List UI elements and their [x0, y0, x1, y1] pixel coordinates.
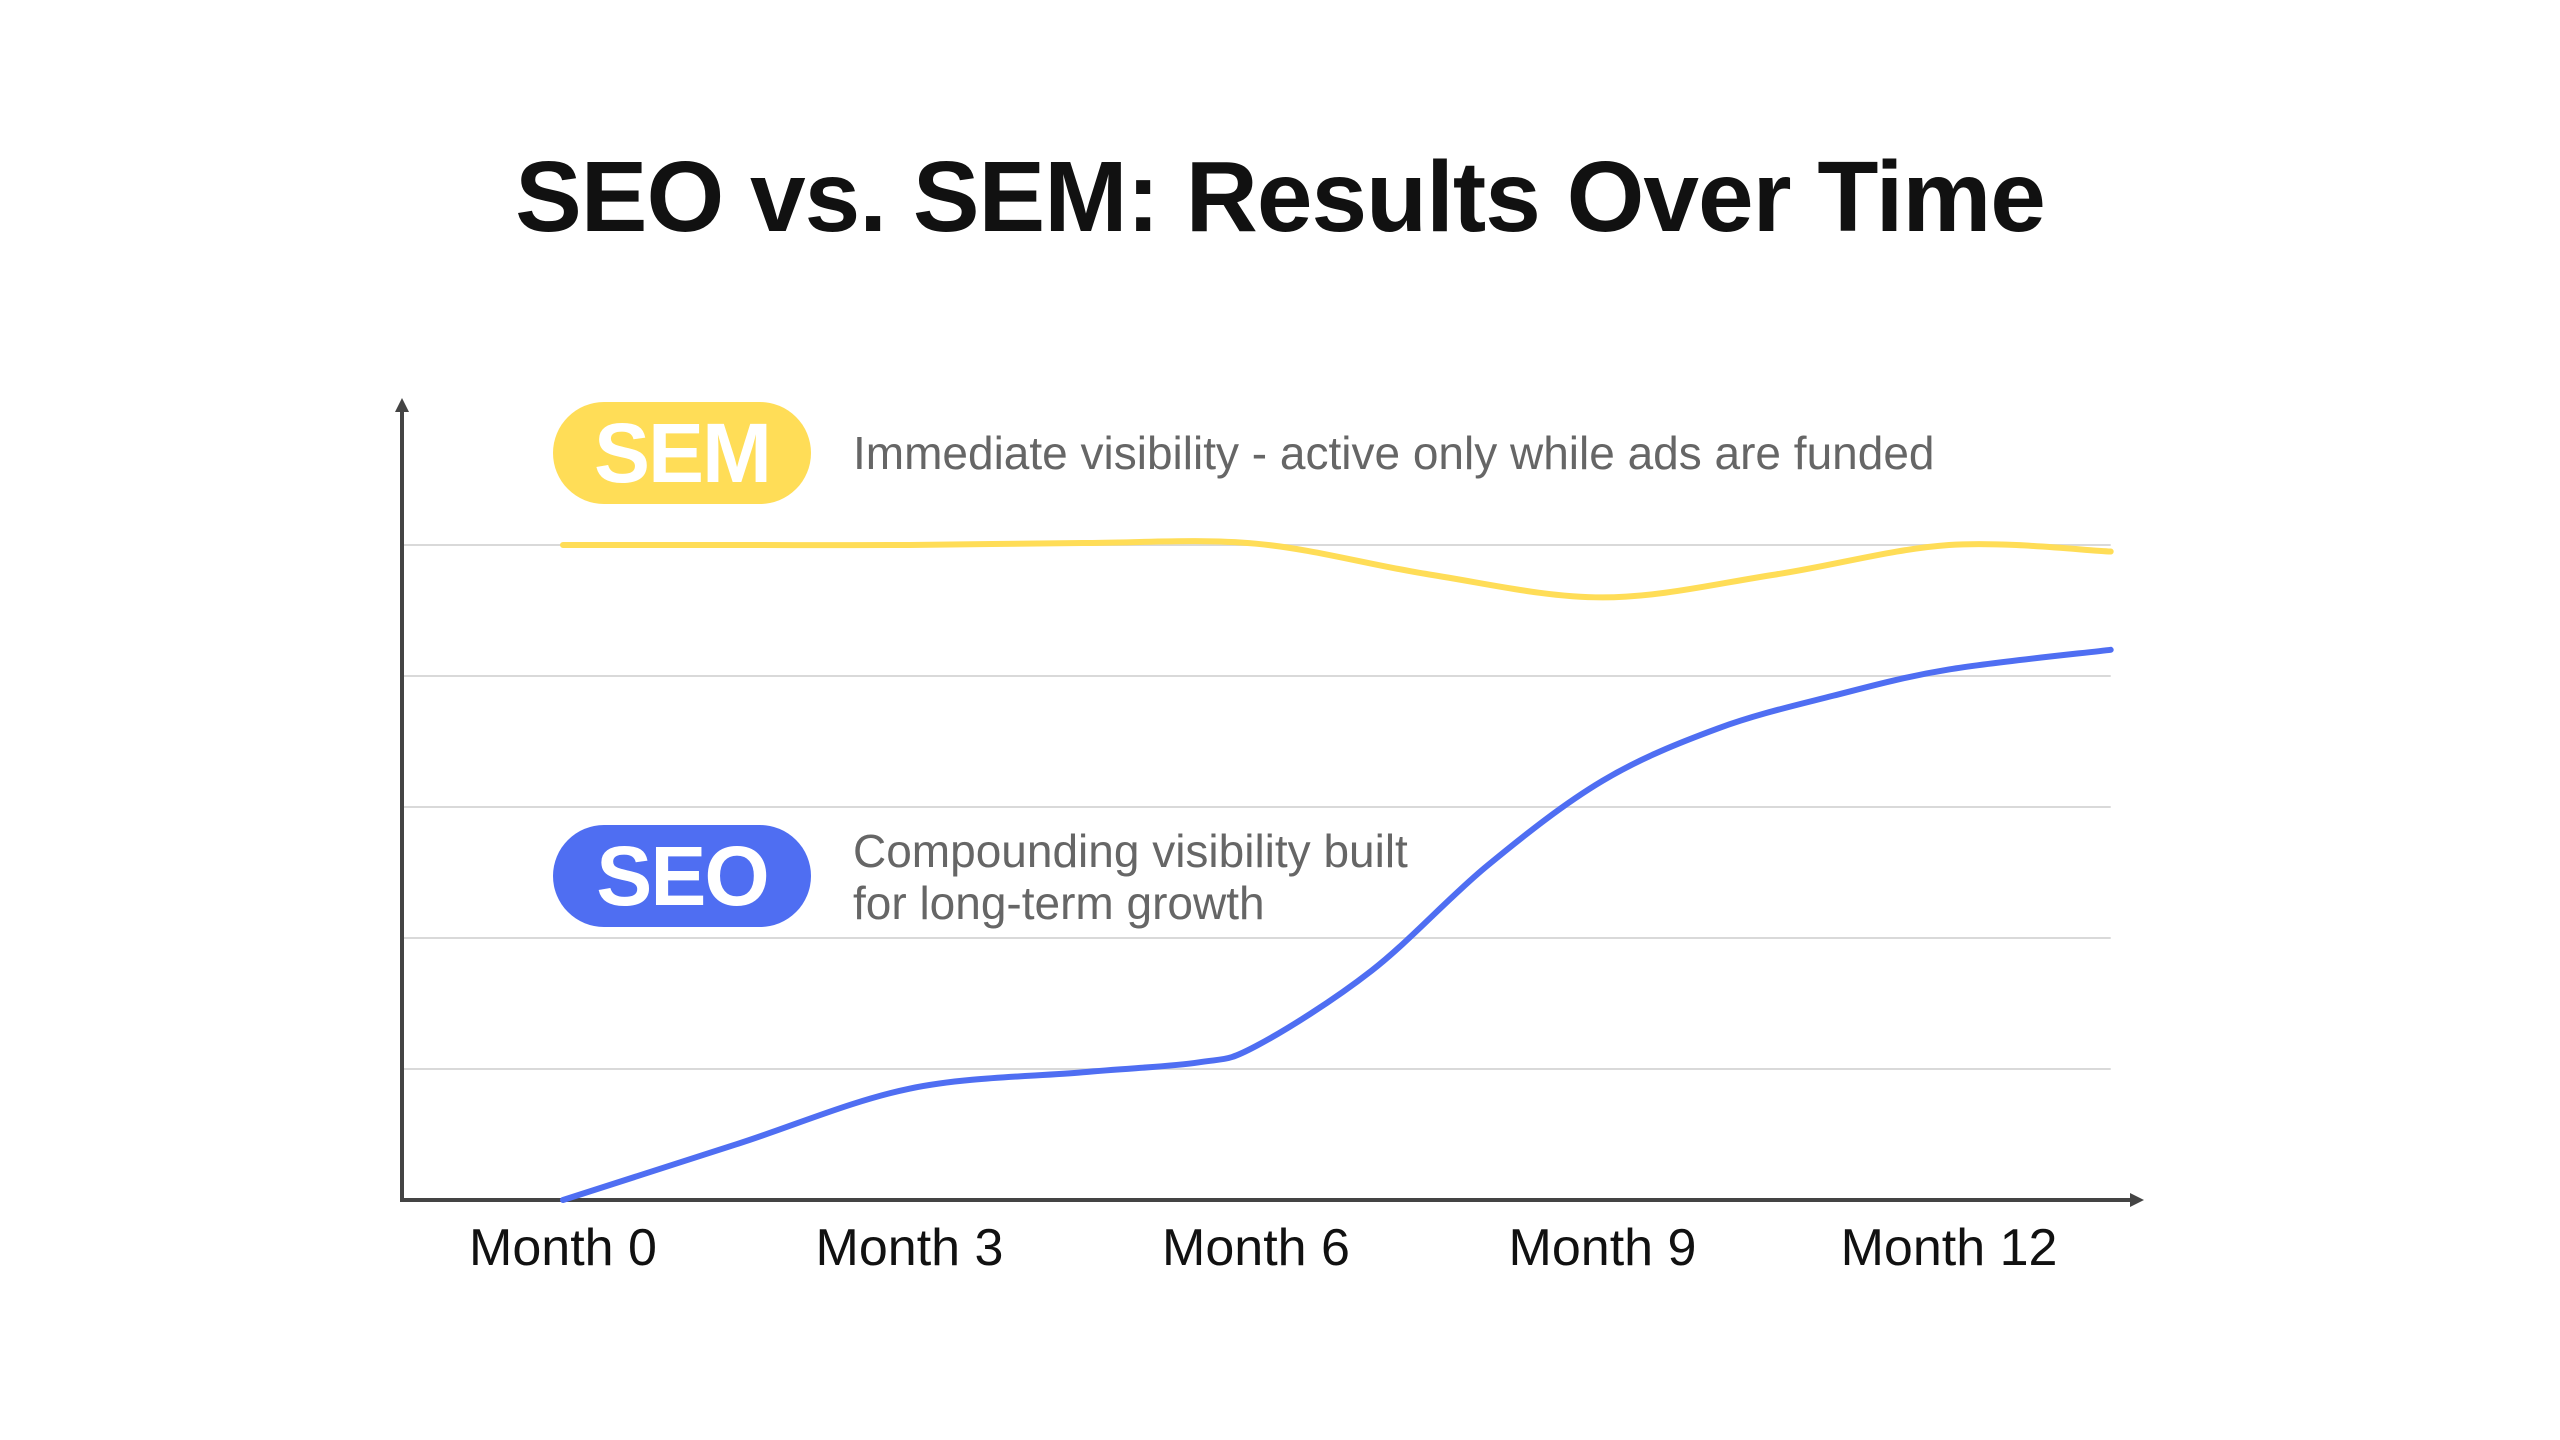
sem-series-line [560, 538, 2114, 601]
x-axis-arrow-icon [2130, 1193, 2144, 1207]
seo-description-line-1: Compounding visibility built [853, 825, 1408, 877]
x-tick-label: Month 9 [1508, 1219, 1697, 1277]
sem-description: Immediate visibility - active only while… [853, 427, 1935, 479]
seo-description-line-2: for long-term growth [853, 877, 1265, 929]
chart-title: SEO vs. SEM: Results Over Time [515, 141, 2046, 253]
x-tick-label: Month 0 [469, 1219, 657, 1277]
seo-badge: SEO [553, 825, 811, 927]
x-tick-label: Month 3 [815, 1219, 1004, 1277]
x-tick-label: Month 12 [1840, 1219, 2058, 1277]
sem-badge: SEM [553, 402, 811, 504]
seo-description: Compounding visibility built for long-te… [853, 825, 1408, 929]
y-axis-arrow-icon [395, 398, 409, 412]
seo-series-line [560, 646, 2114, 1203]
x-tick-label: Month 6 [1162, 1219, 1350, 1277]
